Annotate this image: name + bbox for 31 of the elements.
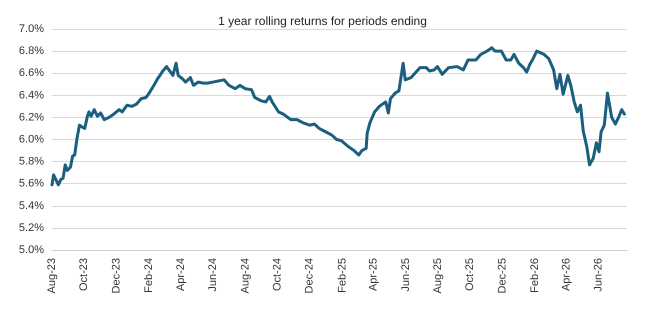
x-tick-label: Oct-23 bbox=[78, 258, 90, 292]
x-tick-label: Dec-24 bbox=[304, 258, 316, 294]
x-tick-label: Oct-25 bbox=[464, 258, 476, 292]
x-tick-label: Aug-24 bbox=[239, 258, 252, 294]
x-tick-label: Feb-26 bbox=[529, 258, 542, 293]
x-tick-label: Apr-25 bbox=[368, 258, 380, 292]
y-tick-label: 5.2% bbox=[18, 222, 44, 234]
y-tick-label: 7.0% bbox=[18, 23, 44, 35]
y-tick-label: 5.4% bbox=[18, 200, 44, 212]
y-tick-label: 6.2% bbox=[18, 111, 44, 124]
y-tick-label: 5.6% bbox=[18, 178, 44, 190]
line-series bbox=[50, 46, 626, 186]
y-tick-label: 6.8% bbox=[18, 45, 44, 58]
y-tick-label: 6.6% bbox=[18, 67, 44, 80]
y-tick-label: 6.0% bbox=[18, 134, 44, 146]
x-tick-label: Dec-23 bbox=[110, 258, 122, 294]
y-tick-label: 6.4% bbox=[18, 89, 44, 102]
x-tick-label: Feb-25 bbox=[336, 258, 348, 293]
x-tick-label: Jun-24 bbox=[207, 258, 220, 292]
chart-title: 1 year rolling returns for periods ending bbox=[218, 14, 427, 28]
x-tick-label: Feb-24 bbox=[143, 258, 156, 293]
x-tick-label: Apr-26 bbox=[560, 258, 572, 292]
x-tick-label: Aug-23 bbox=[46, 258, 58, 294]
y-tick-label: 5.0% bbox=[18, 244, 44, 256]
x-tick-label: Aug-25 bbox=[432, 258, 444, 294]
x-tick-label: Jun-26 bbox=[592, 258, 604, 292]
x-tick-label: Oct-24 bbox=[271, 258, 284, 292]
x-tick-label: Apr-24 bbox=[174, 258, 187, 292]
x-tick-label: Dec-25 bbox=[496, 258, 508, 294]
x-tick-label: Jun-25 bbox=[400, 258, 412, 292]
y-tick-label: 5.8% bbox=[18, 156, 44, 168]
